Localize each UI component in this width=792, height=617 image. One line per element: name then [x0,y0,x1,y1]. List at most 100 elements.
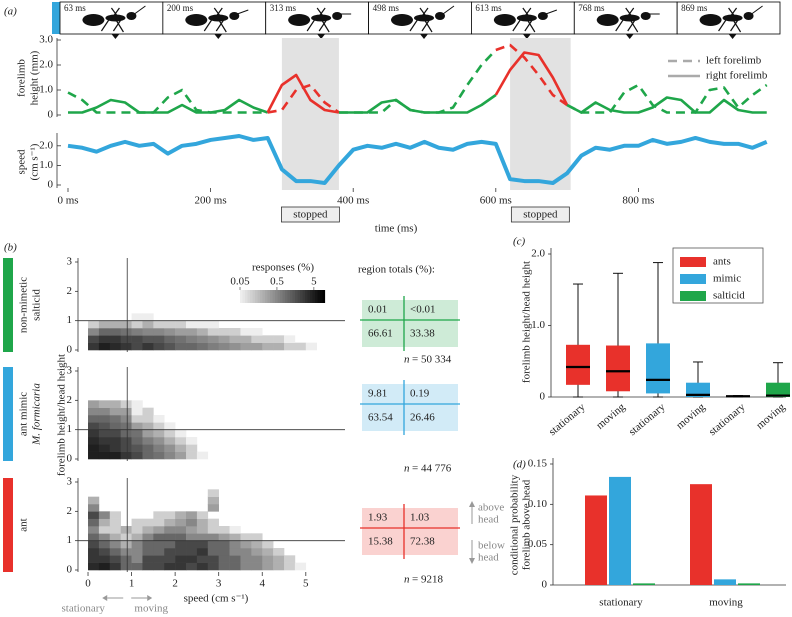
heatmap-cell [306,519,317,527]
heatmap-cell [98,444,111,452]
heatmap-cell [175,540,187,549]
heatmap-cell [98,548,111,556]
heatmap-cell [219,497,230,505]
heatmap-cell [109,444,121,452]
region-total: 1.93 [368,512,388,524]
heatmap-cell [251,335,263,343]
heatmap-cell [186,533,198,541]
heatmap-cell [197,400,208,408]
frame-time: 200 ms [167,3,194,13]
ant-head [332,12,343,20]
heatmap-cell [99,497,110,505]
heatmap-cell [219,422,230,430]
heatmap-cell [306,555,317,563]
heatmap-cell [207,533,219,541]
box [646,343,670,394]
heatmap-cell [186,562,198,571]
legend-swatch [680,257,706,267]
heatmap-cell [175,400,186,408]
heatmap-cell [120,526,132,534]
heatmap-cell [164,489,175,497]
heatmap-cell [120,437,132,445]
heatmap-cell [186,415,197,423]
ant-head [640,12,651,20]
frame-time: 63 ms [64,3,86,13]
x-tick-label: moving [594,401,628,432]
heatmap-cell [196,540,209,549]
heatmap-cell [98,526,111,534]
heatmap-cell [273,321,284,329]
frame-time: 498 ms [373,3,400,13]
heatmap-cell [218,328,230,336]
ant-antenna [134,5,146,15]
heatmap-cell [306,452,317,460]
ant-abdomen [391,14,413,26]
heatmap-cell [153,415,165,423]
heatmap-cell [88,555,100,563]
heatmap-cell [110,489,121,497]
heatmap-cell [175,548,187,556]
heatmap-cell [306,415,317,423]
colorbar-step [250,290,253,303]
heatmap-cell [121,497,132,505]
region-total: 33.38 [410,328,435,340]
heatmap-cell [219,415,230,423]
group-bar [3,367,13,461]
totals-box [362,300,458,347]
colorbar-step [320,290,323,303]
heatmap-cell [186,437,198,445]
heatmap-cell [295,430,306,438]
heatmap-cell [284,335,296,343]
region-total: 9.81 [368,388,387,400]
colorbar-step [290,290,293,303]
heatmap-cell [306,321,317,329]
heatmap-cell [262,415,273,423]
heatmap-cell [98,342,111,351]
stopped-box [510,206,570,223]
heatmap-cell [164,408,175,416]
heatmap-cell [109,400,121,408]
legend-label: right forelimb [706,70,768,82]
colorbar-step [245,290,248,303]
heatmap-cell [306,408,317,416]
heatmap-cell [230,504,241,512]
colorbar-step [285,290,288,303]
heatmap-cell [109,451,121,460]
heatmap-cell [251,526,262,534]
ant-abdomen [185,14,208,26]
ant-antenna [545,9,558,15]
heatmap-cell [110,497,121,505]
heatmap-cell [273,328,284,336]
heatmap-cell [98,422,111,430]
colorbar-step [312,290,316,303]
ant-leg [421,18,431,32]
heatmap-cell [120,548,132,556]
heatmap-cell [142,444,154,452]
x-tick-label: stationary [599,597,643,609]
heatmap-cell [153,511,165,519]
y-tick-label: 1.0 [39,84,53,96]
heatmap-cell [131,429,143,438]
heatmap-cell [175,526,187,534]
colorbar-tick-label: 0.05 [230,276,250,288]
heatmap-cell [240,328,252,336]
heatmap-cell [131,533,143,541]
heatmap-cell [251,313,262,321]
ant-leg [718,18,728,32]
heatmap-cell [98,429,111,438]
colorbar-step [305,290,308,303]
heatmap-cell [251,504,262,512]
heatmap-cell [88,511,100,519]
heatmap-cell [284,408,295,416]
heatmap-cell [120,415,132,423]
heatmap-cell [251,400,262,408]
heatmap-cell [88,415,100,423]
heatmap-cell [284,342,296,351]
heatmap-cell [109,429,121,438]
heatmap-cell [175,313,186,321]
heatmap-cell [306,497,317,505]
heatmap-cell [208,437,219,445]
frame-pointer [625,34,634,39]
heatmap-cell [153,444,165,452]
group-label: M. formicaria [31,383,43,446]
